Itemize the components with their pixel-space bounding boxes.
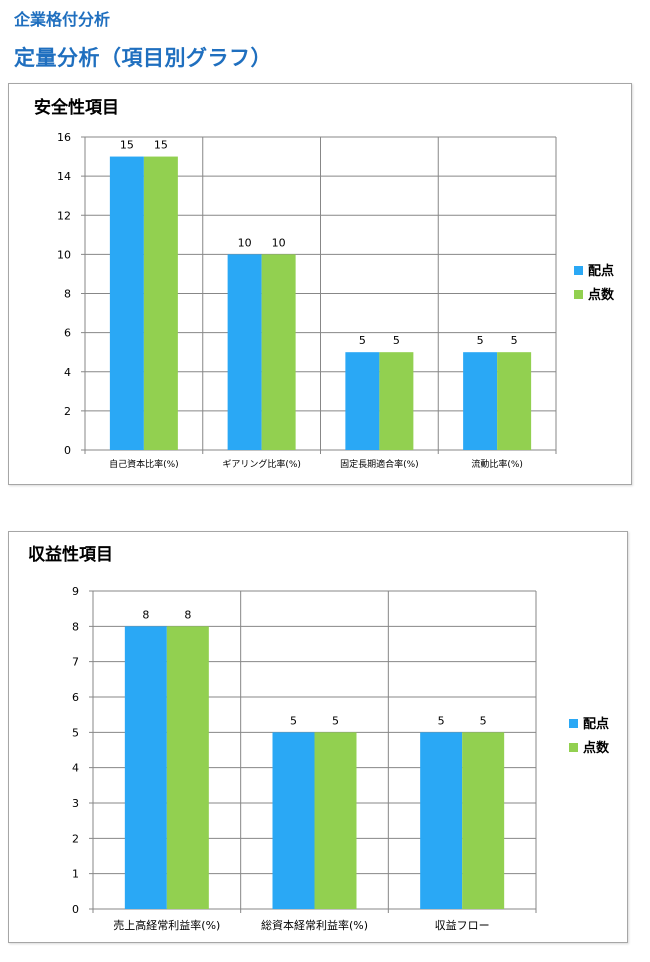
safety-y-tick-label: 16 — [57, 131, 71, 144]
safety-legend-swatch — [574, 290, 583, 299]
safety-data-label: 5 — [477, 334, 484, 347]
profit-data-label: 8 — [184, 608, 191, 621]
safety-data-label: 10 — [272, 236, 286, 249]
profit-data-label: 8 — [142, 608, 149, 621]
safety-data-label: 15 — [120, 139, 134, 152]
safety-data-label: 5 — [359, 334, 366, 347]
page-header: 企業格付分析 定量分析（項目別グラフ） — [14, 6, 272, 72]
profit-y-tick-label: 2 — [72, 832, 79, 845]
profit-bar-tensu — [462, 732, 505, 909]
profitability-chart-svg: 収益性項目 0 1 2 3 4 5 6 7 8 9 8 8 売上高経常利益率(%) 5 5 総資本経常利益率(%… — [28, 544, 610, 932]
safety-y-tick-label: 12 — [57, 209, 71, 222]
section-title: 定量分析（項目別グラフ） — [14, 46, 272, 70]
profit-y-tick-label: 9 — [72, 585, 79, 598]
safety-data-label: 5 — [511, 334, 518, 347]
safety-y-tick-label: 0 — [64, 444, 71, 457]
profit-legend-swatch — [569, 743, 578, 752]
profit-category-label: 収益フロー — [435, 918, 490, 932]
safety-bar-haiten — [227, 254, 262, 450]
profitability-chart: 収益性項目 0 1 2 3 4 5 6 7 8 9 8 8 売上高経常利益率(%) 5 5 総資本経常利益率(%… — [8, 531, 628, 943]
profit-bar-haiten — [124, 626, 167, 909]
profit-y-tick-label: 6 — [72, 691, 79, 704]
safety-y-tick-label: 10 — [57, 248, 71, 261]
safety-bar-tensu — [379, 352, 414, 450]
profit-y-tick-label: 3 — [72, 797, 79, 810]
safety-category-label: 流動比率(%) — [471, 458, 523, 470]
safety-bar-tensu — [497, 352, 532, 450]
safety-data-label: 10 — [238, 236, 252, 249]
safety-y-tick-label: 4 — [64, 366, 71, 379]
profit-data-label: 5 — [480, 714, 487, 727]
profit-data-label: 5 — [332, 714, 339, 727]
safety-category-label: 自己資本比率(%) — [109, 458, 179, 470]
profit-y-tick-label: 8 — [72, 620, 79, 633]
safety-chart: 安全性項目 0 2 4 6 8 10 12 14 16 15 15 自己資本比率(%) 10 10 ギアリング… — [8, 83, 632, 485]
profit-category-label: 売上高経常利益率(%) — [113, 918, 220, 932]
profit-legend-label: 配点 — [583, 716, 609, 732]
profit-chart-title: 収益性項目 — [28, 544, 113, 565]
profit-data-label: 5 — [438, 714, 445, 727]
profit-y-tick-label: 0 — [72, 903, 79, 916]
safety-y-tick-label: 2 — [64, 405, 71, 418]
profit-y-tick-label: 1 — [72, 868, 79, 881]
safety-data-label: 5 — [393, 334, 400, 347]
safety-y-tick-label: 6 — [64, 327, 71, 340]
company-title: 企業格付分析 — [14, 10, 111, 29]
safety-data-label: 15 — [154, 139, 168, 152]
profit-data-label: 5 — [290, 714, 297, 727]
safety-bar-haiten — [345, 352, 380, 450]
safety-legend-swatch — [574, 266, 583, 275]
safety-bar-tensu — [143, 156, 178, 450]
safety-chart-svg: 安全性項目 0 2 4 6 8 10 12 14 16 15 15 自己資本比率(%) 10 10 ギアリング… — [34, 97, 615, 470]
safety-category-label: ギアリング比率(%) — [222, 458, 301, 470]
safety-bar-haiten — [109, 156, 144, 450]
profit-bar-tensu — [166, 626, 209, 909]
safety-category-label: 固定長期適合率(%) — [340, 458, 419, 470]
safety-bar-haiten — [463, 352, 498, 450]
profit-legend-swatch — [569, 719, 578, 728]
safety-bar-tensu — [261, 254, 296, 450]
safety-y-tick-label: 14 — [57, 170, 71, 183]
safety-y-tick-label: 8 — [64, 288, 71, 301]
profit-y-tick-label: 4 — [72, 762, 79, 775]
profit-bar-haiten — [272, 732, 315, 909]
safety-legend-label: 点数 — [588, 287, 615, 303]
profit-y-tick-label: 7 — [72, 656, 79, 669]
profit-category-label: 総資本経常利益率(%) — [261, 918, 368, 932]
safety-legend-label: 配点 — [588, 263, 614, 279]
profit-bar-tensu — [314, 732, 357, 909]
safety-chart-title: 安全性項目 — [34, 97, 119, 118]
profit-y-tick-label: 5 — [72, 726, 79, 739]
profit-bar-haiten — [420, 732, 463, 909]
profit-legend-label: 点数 — [583, 740, 610, 756]
